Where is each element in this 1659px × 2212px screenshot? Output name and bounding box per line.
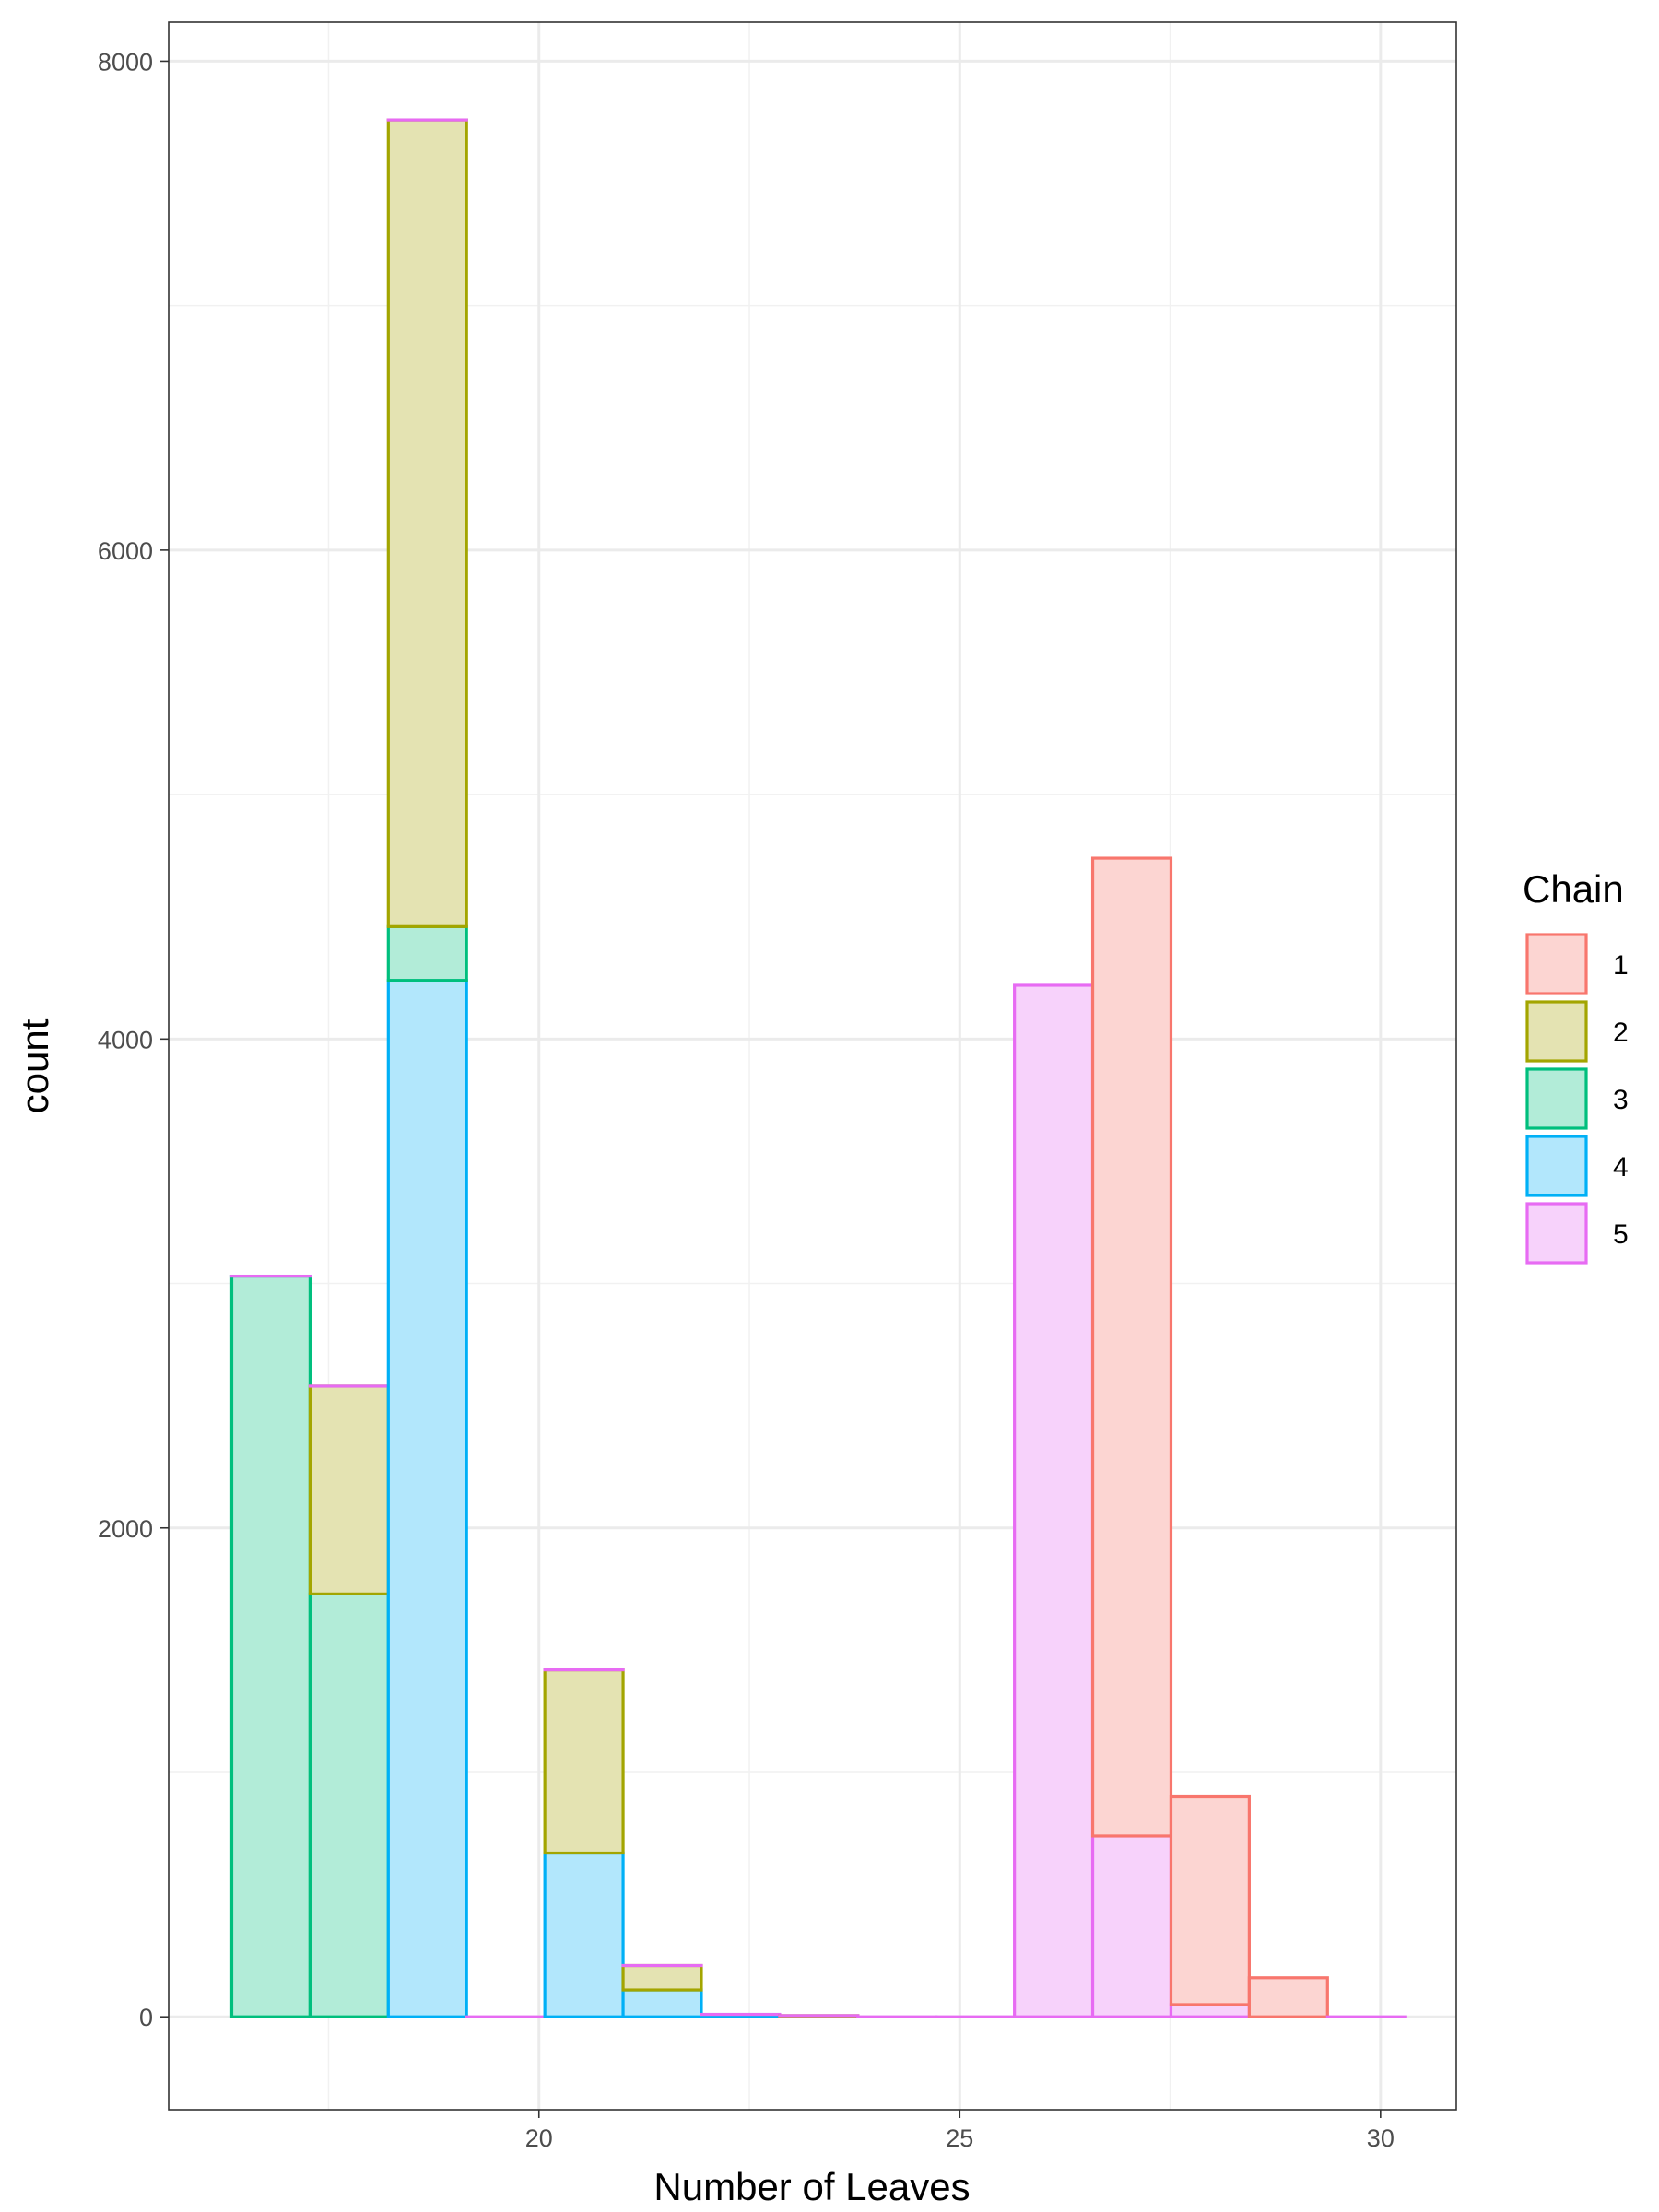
histogram-bar-chain-1: [1169, 1794, 1251, 2006]
histogram-bar-chain-2: [543, 1667, 625, 1855]
legend-key-1: [1525, 933, 1588, 995]
legend-label-1: 1: [1613, 950, 1629, 981]
histogram-bars: [229, 118, 1407, 2018]
x-tick-label: 20: [525, 2124, 553, 2152]
histogram-bar-chain-3: [308, 1592, 390, 2018]
y-tick-label: 0: [139, 2004, 153, 2031]
histogram-bar-chain-2: [621, 1963, 703, 1992]
y-tick-label: 4000: [98, 1026, 153, 1053]
legend-label-5: 5: [1613, 1219, 1629, 1250]
histogram-bar-chain-3: [229, 1274, 312, 2018]
legend-label-3: 3: [1613, 1085, 1629, 1115]
plot-border: [168, 21, 1457, 2111]
histogram-bar-chain-1: [1247, 1976, 1329, 2018]
x-tick-label: 30: [1367, 2124, 1394, 2152]
legend-key-2: [1525, 1000, 1588, 1063]
histogram-bar-chain-4: [386, 979, 468, 2018]
y-tick-label: 6000: [98, 537, 153, 565]
histogram-bar-chain-3: [386, 924, 468, 982]
legend-key-3: [1525, 1067, 1588, 1130]
legend-title: Chain: [1523, 867, 1624, 911]
x-axis: 20 25 30: [525, 2110, 1394, 2152]
legend-label-4: 4: [1613, 1152, 1629, 1182]
histogram-bar-chain-5: [1169, 2003, 1251, 2018]
y-axis-title: count: [13, 1018, 56, 1113]
y-tick-label: 8000: [98, 48, 153, 76]
histogram-bar-chain-2: [386, 118, 468, 928]
histogram-bar-chain-2: [308, 1384, 390, 1595]
histogram-bar-chain-4: [621, 1988, 703, 2018]
y-tick-label: 2000: [98, 1515, 153, 1543]
histogram-bar-chain-5: [1090, 1834, 1173, 2018]
x-tick-label: 25: [946, 2124, 973, 2152]
legend-label-2: 2: [1613, 1018, 1629, 1048]
legend-key-4: [1525, 1135, 1588, 1197]
x-axis-title: Number of Leaves: [653, 2165, 970, 2208]
histogram-bar-chain-5: [1013, 983, 1095, 2018]
histogram-bar-chain-1: [1090, 856, 1173, 1838]
legend-key-5: [1525, 1202, 1588, 1265]
y-axis: 0 2000 4000 6000 8000: [98, 48, 169, 2031]
histogram-bar-chain-4: [543, 1851, 625, 2018]
legend: Chain 1 2 3 4 5: [1523, 867, 1629, 1265]
